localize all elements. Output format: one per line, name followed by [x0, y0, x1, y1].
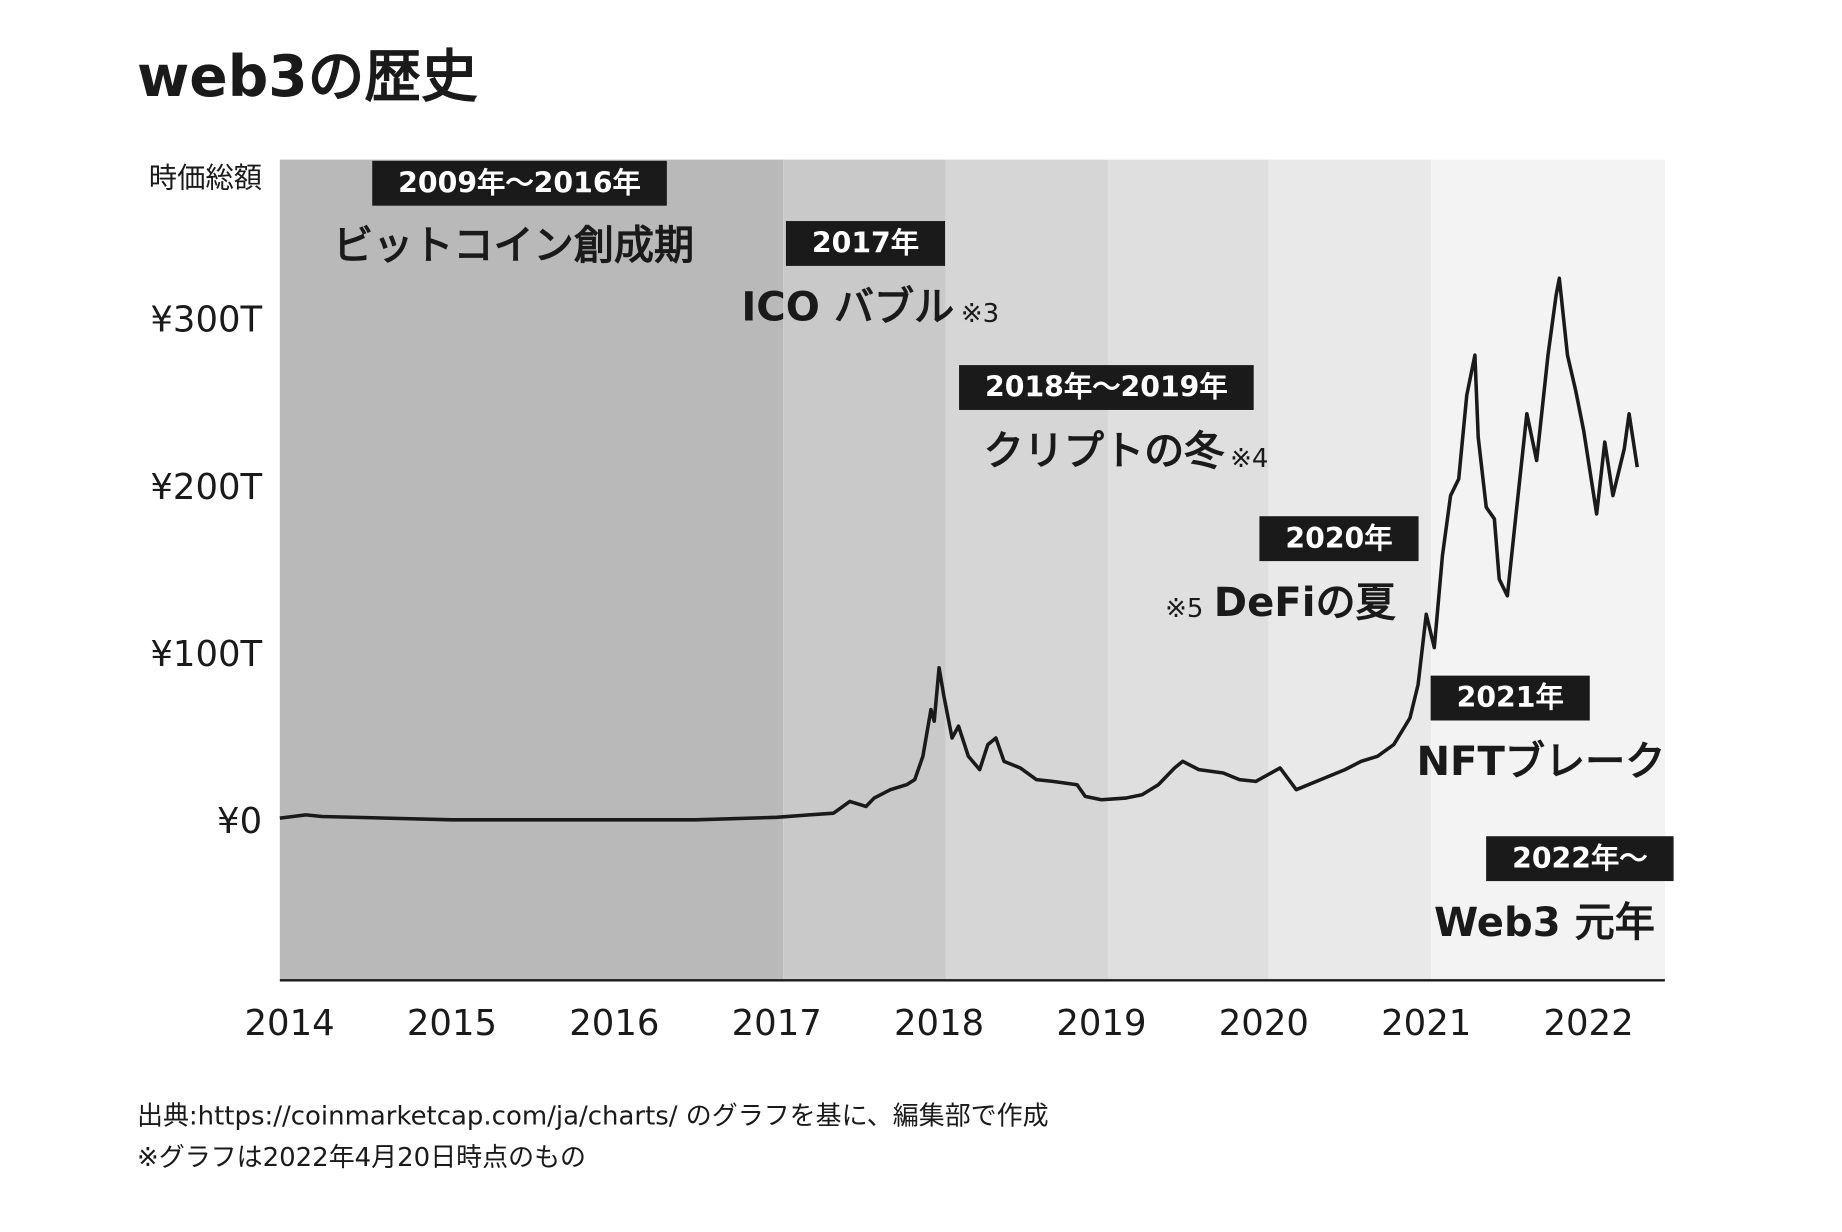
x-tick-label: 2018: [894, 1003, 984, 1044]
era-label: 2022年〜: [1512, 842, 1648, 875]
era-band: [1268, 159, 1432, 981]
x-tick-label: 2014: [245, 1003, 335, 1044]
price-line: [279, 276, 1640, 822]
era-label-box: [959, 365, 1254, 410]
era-label: 2017年: [812, 227, 919, 260]
x-tick-label: 2016: [569, 1003, 659, 1044]
y-tick-label: ¥0: [217, 801, 262, 842]
era-label-box: [1486, 836, 1674, 882]
era-note: ※5: [1165, 594, 1203, 624]
era-name: クリプトの冬: [984, 429, 1226, 475]
footnote: 出典:https://coinmarketcap.com/ja/charts/ …: [137, 1102, 1049, 1132]
era-label: 2009年〜2016年: [398, 166, 641, 199]
y-axis-label: 時価総額: [149, 162, 262, 195]
era-label-box: [1259, 516, 1419, 562]
x-tick-label: 2022: [1544, 1003, 1634, 1044]
y-tick-label: ¥300T: [150, 300, 262, 341]
era-name: NFTブレーク: [1416, 739, 1665, 785]
x-tick-label: 2019: [1056, 1003, 1146, 1044]
x-tick-label: 2017: [732, 1003, 822, 1044]
era-label-box: [372, 160, 667, 206]
era-band: [279, 159, 784, 981]
era-label: 2021年: [1457, 681, 1564, 714]
era-label-box: [1430, 675, 1590, 721]
y-tick-label: ¥200T: [150, 467, 262, 508]
era-name: ビットコイン創成期: [333, 223, 694, 269]
footnote: ※グラフは2022年4月20日時点のもの: [137, 1143, 586, 1173]
era-label: 2020年: [1285, 522, 1392, 555]
x-tick-label: 2021: [1381, 1003, 1471, 1044]
chart-title: web3の歴史: [137, 44, 478, 110]
era-note: ※3: [961, 299, 999, 329]
era-label: 2018年〜2019年: [985, 371, 1228, 404]
era-band: [783, 159, 946, 981]
era-label-box: [785, 221, 946, 266]
era-band: [945, 159, 1108, 981]
y-tick-label: ¥100T: [150, 634, 262, 675]
era-name: ICO バブル: [741, 285, 954, 331]
x-tick-label: 2015: [407, 1003, 497, 1044]
era-note: ※4: [1230, 444, 1268, 474]
x-tick-label: 2020: [1219, 1003, 1309, 1044]
era-band: [1107, 159, 1269, 981]
era-name: DeFiの夏: [1214, 580, 1397, 626]
era-name: Web3 元年: [1434, 900, 1655, 946]
